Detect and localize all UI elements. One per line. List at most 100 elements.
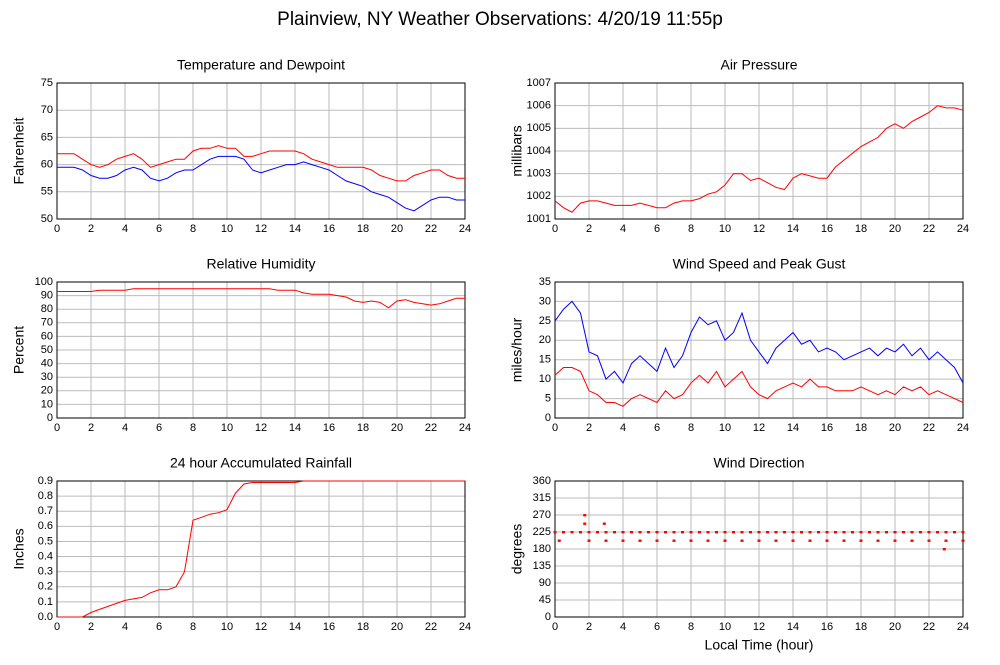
x-tick-label: 22 [923,223,935,235]
data-point [859,531,863,534]
data-point [621,539,625,542]
data-point [953,531,956,534]
plot-frame [554,82,964,220]
y-tick-label: 75 [41,77,53,89]
y-tick-label: 0.7 [38,505,53,517]
y-tick-label: 0.5 [38,535,53,547]
x-tick-label: 12 [255,422,267,434]
data-point [961,539,965,542]
data-point [732,531,735,534]
y-tick-label: 135 [533,560,551,572]
chart-title: Wind Direction [713,455,804,471]
plot-frame [554,480,964,618]
x-tick-label: 6 [654,223,660,235]
data-point [774,539,778,542]
y-tick-label: 0.1 [38,596,53,608]
y-tick-label: 50 [41,344,53,356]
x-tick-label: 0 [54,621,60,633]
x-tick-label: 10 [221,621,233,633]
y-tick-label: 60 [41,330,53,342]
x-tick-label: 8 [190,621,196,633]
plot-frame [56,480,466,618]
data-point [570,531,574,534]
data-point [638,539,642,542]
data-point [766,531,769,534]
data-point [961,531,965,534]
data-point [723,539,727,542]
data-point [579,531,582,534]
x-tick-label: 18 [357,223,369,235]
data-line [57,155,465,212]
data-point [944,531,948,534]
x-tick-label: 24 [459,422,471,434]
data-point [817,531,820,534]
data-point [583,514,587,517]
x-tick-label: 0 [552,621,558,633]
y-tick-label: 0 [545,611,551,623]
y-tick-label: 40 [41,358,53,370]
x-tick-label: 2 [88,422,94,434]
x-tick-label: 14 [787,223,799,235]
x-tick-label: 14 [289,223,301,235]
chart-title: 24 hour Accumulated Rainfall [170,455,352,471]
x-tick-label: 8 [688,223,694,235]
data-point [927,539,931,542]
x-tick-label: 8 [688,621,694,633]
data-point [557,539,561,542]
x-tick-label: 12 [753,223,765,235]
y-tick-label: 65 [41,131,53,143]
x-tick-label: 0 [54,223,60,235]
data-point [774,531,778,534]
x-tick-label: 2 [88,223,94,235]
data-point [808,531,812,534]
data-point [910,531,914,534]
data-point [672,539,676,542]
data-point [706,531,710,534]
x-tick-label: 22 [425,223,437,235]
data-point [604,531,608,534]
x-tick-label: 14 [289,422,301,434]
data-point [664,531,667,534]
y-axis-label: Percent [11,326,27,374]
data-point [740,539,744,542]
y-tick-label: 15 [539,354,551,366]
y-tick-label: 0.3 [38,566,53,578]
y-tick-label: 30 [41,371,53,383]
data-point [706,539,710,542]
x-tick-label: 24 [459,223,471,235]
x-tick-label: 16 [323,223,335,235]
page-title: Plainview, NY Weather Observations: 4/20… [277,9,723,30]
y-tick-label: 0.4 [38,550,53,562]
data-point [902,531,905,534]
x-tick-label: 16 [821,422,833,434]
x-tick-label: 14 [289,621,301,633]
y-tick-label: 180 [533,543,551,555]
x-tick-label: 6 [654,621,660,633]
data-line [57,145,465,182]
data-point [723,531,727,534]
x-tick-label: 18 [357,621,369,633]
x-tick-label: 14 [787,422,799,434]
x-tick-label: 10 [221,422,233,434]
y-tick-label: 0.2 [38,581,53,593]
y-tick-label: 1006 [527,100,551,112]
data-point [791,539,795,542]
x-tick-label: 20 [889,621,901,633]
y-tick-label: 0.0 [38,611,53,623]
data-point [689,531,693,534]
data-line [57,480,465,618]
data-point [927,531,931,534]
data-point [893,531,897,534]
chart-title: Temperature and Dewpoint [177,57,345,73]
x-tick-label: 18 [357,422,369,434]
x-tick-label: 6 [156,422,162,434]
x-tick-label: 0 [552,223,558,235]
x-tick-label: 10 [719,223,731,235]
y-axis-label: miles/hour [509,317,525,382]
data-point [885,531,888,534]
y-tick-label: 70 [41,317,53,329]
x-tick-label: 10 [719,621,731,633]
x-tick-label: 16 [821,621,833,633]
data-point [587,539,591,542]
y-tick-label: 10 [41,398,53,410]
